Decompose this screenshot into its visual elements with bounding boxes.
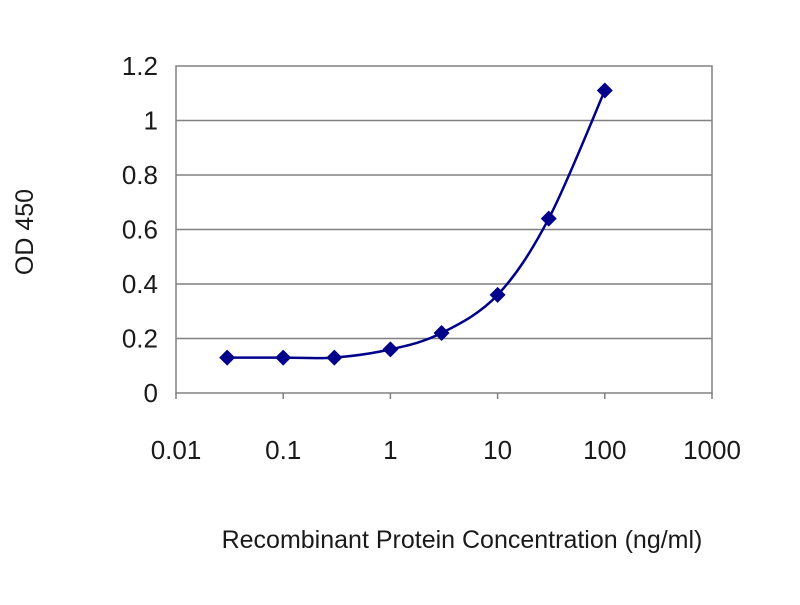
x-axis-label: Recombinant Protein Concentration (ng/ml… xyxy=(222,526,703,554)
x-tick-label: 1000 xyxy=(683,435,741,465)
data-point-diamond xyxy=(219,349,236,366)
x-tick-label: 0.01 xyxy=(151,435,202,465)
plot-area-frame xyxy=(175,65,713,394)
y-tick-label: 0.4 xyxy=(122,269,158,299)
data-point-diamond xyxy=(596,82,613,99)
y-tick-label: 0.6 xyxy=(122,215,158,245)
data-point-diamond xyxy=(540,210,557,227)
data-point-diamond xyxy=(275,349,292,366)
y-tick-label: 1 xyxy=(144,106,158,136)
x-tick-marks xyxy=(175,393,713,399)
x-tick-label: 10 xyxy=(483,435,512,465)
y-tick-label: 0.2 xyxy=(122,324,158,354)
y-tick-label: 1.2 xyxy=(122,51,158,81)
x-tick-label: 0.1 xyxy=(265,435,301,465)
data-point-diamond xyxy=(489,286,506,303)
data-point-diamond xyxy=(326,349,343,366)
x-tick-labels: 0.01 0.1 1 10 100 1000 xyxy=(151,435,741,465)
data-point-diamond xyxy=(433,325,450,342)
y-tick-labels: 0 0.2 0.4 0.6 0.8 1 1.2 xyxy=(122,51,158,408)
data-points xyxy=(219,82,613,366)
x-tick-label: 100 xyxy=(583,435,626,465)
x-tick-label: 1 xyxy=(383,435,397,465)
y-axis-label: OD 450 xyxy=(11,189,39,275)
data-point-diamond xyxy=(382,341,399,358)
y-tick-label: 0.8 xyxy=(122,160,158,190)
y-tick-label: 0 xyxy=(144,378,158,408)
grid-lines xyxy=(176,119,712,340)
